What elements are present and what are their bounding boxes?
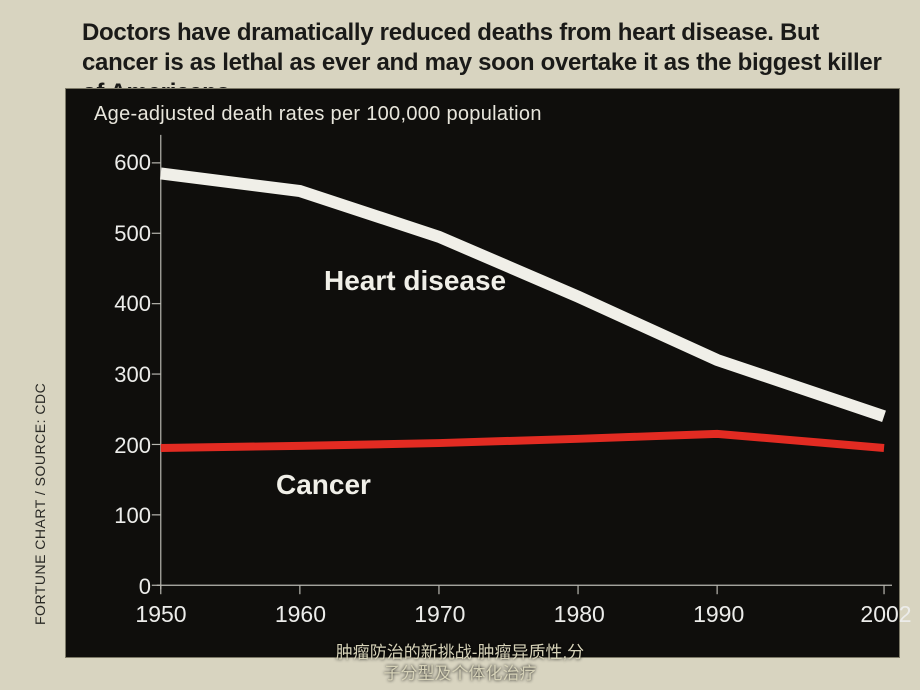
y-tick-label: 200	[91, 433, 151, 459]
caption-line1: 肿瘤防治的新挑战-肿瘤异质性,分	[336, 643, 584, 662]
x-tick-label: 1970	[400, 601, 480, 628]
y-tick-label: 500	[91, 221, 151, 247]
chart-svg	[66, 89, 899, 657]
series-label: Cancer	[276, 469, 371, 501]
caption-chinese: 肿瘤防治的新挑战-肿瘤异质性,分 子分型及个体化治疗	[0, 642, 920, 685]
y-tick-label: 0	[91, 574, 151, 600]
y-tick-label: 400	[91, 291, 151, 317]
series-label: Heart disease	[324, 265, 506, 297]
y-tick-label: 100	[91, 503, 151, 529]
x-tick-label: 2002	[846, 601, 920, 628]
x-tick-label: 1960	[260, 601, 340, 628]
caption-line2: 子分型及个体化治疗	[384, 664, 537, 683]
chart-area: Age-adjusted death rates per 100,000 pop…	[65, 88, 900, 658]
y-tick-label: 600	[91, 150, 151, 176]
y-tick-label: 300	[91, 362, 151, 388]
source-credit: FORTUNE CHART / SOURCE: CDC	[32, 383, 48, 625]
x-tick-label: 1990	[679, 601, 759, 628]
x-tick-label: 1950	[121, 601, 201, 628]
x-tick-label: 1980	[539, 601, 619, 628]
